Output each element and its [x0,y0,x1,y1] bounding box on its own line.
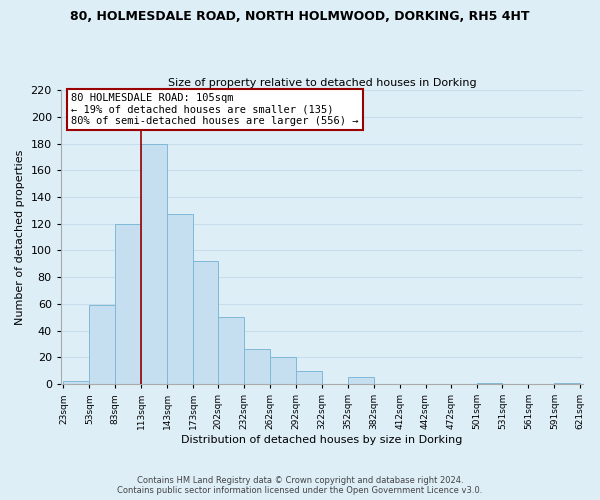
Title: Size of property relative to detached houses in Dorking: Size of property relative to detached ho… [167,78,476,88]
Y-axis label: Number of detached properties: Number of detached properties [15,150,25,325]
Bar [193,261,218,384]
Bar [218,318,244,384]
Bar [244,350,270,384]
Bar [296,370,322,384]
Text: Contains HM Land Registry data © Crown copyright and database right 2024.
Contai: Contains HM Land Registry data © Crown c… [118,476,482,495]
Text: 80, HOLMESDALE ROAD, NORTH HOLMWOOD, DORKING, RH5 4HT: 80, HOLMESDALE ROAD, NORTH HOLMWOOD, DOR… [70,10,530,23]
Bar [348,378,374,384]
Bar [115,224,141,384]
Bar [64,382,89,384]
Bar [141,144,167,384]
Bar [89,305,115,384]
Bar [476,382,502,384]
Text: 80 HOLMESDALE ROAD: 105sqm
← 19% of detached houses are smaller (135)
80% of sem: 80 HOLMESDALE ROAD: 105sqm ← 19% of deta… [71,93,359,126]
Bar [167,214,193,384]
Bar [554,382,580,384]
X-axis label: Distribution of detached houses by size in Dorking: Distribution of detached houses by size … [181,435,463,445]
Bar [270,358,296,384]
